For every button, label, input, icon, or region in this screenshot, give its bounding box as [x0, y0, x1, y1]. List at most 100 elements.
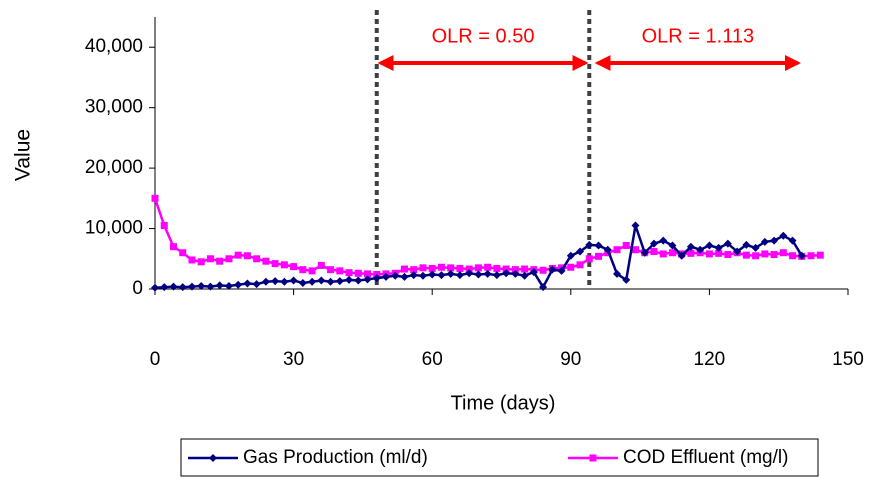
data-point: [262, 257, 270, 265]
data-point: [770, 251, 778, 259]
data-point: [188, 256, 196, 264]
annotation-label: OLR = 0.50: [432, 25, 535, 47]
data-point: [465, 269, 474, 278]
data-point: [622, 241, 630, 249]
data-point: [215, 281, 224, 290]
y-tick-label: 40,000: [85, 36, 143, 57]
data-point: [354, 276, 363, 285]
data-point: [372, 274, 381, 283]
data-point: [511, 269, 520, 278]
data-point: [437, 271, 446, 280]
data-point: [446, 269, 455, 278]
data-point: [382, 272, 390, 281]
data-point: [595, 252, 603, 260]
data-point: [566, 251, 575, 260]
data-point: [354, 269, 362, 277]
data-point: [705, 250, 713, 258]
data-point: [797, 251, 806, 260]
legend-label: Gas Production (ml/d): [243, 447, 428, 468]
data-point: [206, 282, 215, 291]
y-tick-label: 20,000: [85, 157, 143, 178]
data-point: [733, 247, 742, 256]
data-point: [345, 269, 353, 277]
data-point: [151, 194, 159, 202]
data-point: [261, 277, 270, 286]
data-point: [169, 282, 178, 291]
y-tick-label: 0: [132, 278, 143, 299]
x-tick-label: 150: [832, 349, 864, 370]
data-point: [197, 258, 205, 266]
data-point: [705, 241, 714, 250]
data-point: [650, 248, 658, 256]
data-point: [502, 269, 511, 278]
data-point: [649, 239, 658, 248]
data-point: [521, 265, 529, 273]
data-point: [603, 245, 612, 254]
data-point: [400, 272, 409, 281]
data-point: [308, 277, 317, 286]
y-axis-title: Value: [12, 129, 35, 181]
data-point: [280, 261, 288, 269]
data-point: [585, 240, 594, 249]
data-point: [761, 250, 769, 258]
data-point: [151, 283, 159, 292]
data-point: [299, 266, 307, 274]
data-point: [243, 279, 252, 288]
data-point: [419, 264, 427, 272]
data-point: [557, 266, 566, 275]
x-tick-label: 90: [560, 349, 581, 370]
data-point: [668, 249, 676, 257]
y-tick-label: 10,000: [85, 218, 143, 239]
data-point: [567, 263, 575, 271]
data-point: [345, 275, 354, 284]
data-point: [715, 249, 723, 257]
data-point: [178, 283, 187, 292]
data-point: [484, 263, 492, 271]
x-tick-label: 60: [422, 349, 443, 370]
data-point: [290, 263, 298, 271]
data-point: [169, 243, 177, 251]
data-point: [335, 277, 344, 286]
data-point: [539, 266, 547, 274]
data-point: [613, 269, 621, 278]
data-point: [336, 267, 344, 275]
data-point: [483, 269, 492, 278]
data-point: [529, 268, 538, 277]
data-point: [474, 270, 483, 279]
data-point: [751, 243, 760, 252]
legend-label: COD Effluent (mg/l): [623, 447, 788, 468]
data-point: [455, 271, 464, 280]
data-point: [742, 240, 751, 249]
data-point: [807, 252, 815, 260]
data-point: [789, 252, 797, 260]
data-point: [317, 276, 326, 285]
data-point: [252, 280, 261, 289]
data-point: [493, 264, 501, 272]
data-point: [206, 255, 214, 263]
data-point: [456, 264, 464, 272]
data-point: [271, 277, 280, 286]
data-point: [363, 275, 372, 284]
data-point: [179, 249, 187, 257]
data-point: [696, 245, 705, 254]
x-axis-title: Time (days): [451, 392, 556, 414]
data-point: [622, 275, 631, 284]
data-point: [548, 265, 557, 274]
annotation-label: OLR = 1.113: [642, 25, 754, 47]
data-point: [511, 266, 519, 274]
data-point: [576, 247, 585, 256]
data-point: [714, 243, 723, 252]
data-point: [492, 271, 501, 280]
data-point: [760, 237, 769, 246]
data-point: [779, 249, 787, 257]
legend-box: [180, 438, 819, 477]
data-point: [631, 221, 640, 230]
data-point: [234, 251, 242, 259]
data-point: [428, 270, 437, 279]
data-point: [289, 276, 298, 285]
data-point: [327, 266, 335, 274]
data-point: [400, 265, 408, 273]
data-point: [668, 241, 677, 250]
data-point: [225, 255, 233, 263]
